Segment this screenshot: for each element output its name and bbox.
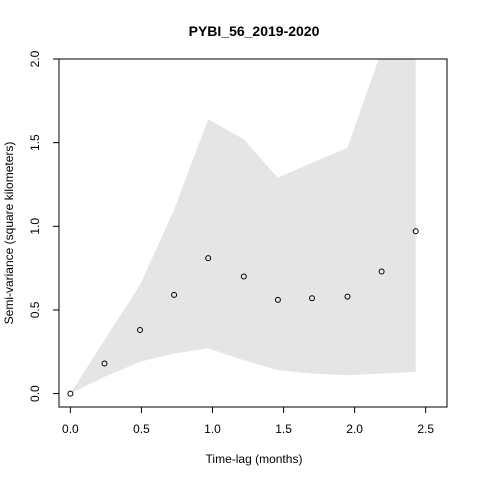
x-tick-label: 0.5 [133,422,150,436]
data-point [67,390,74,397]
x-tick-label: 0.0 [62,422,79,436]
plot-border [58,58,448,408]
x-tick-label: 1.0 [204,422,221,436]
y-tick-label: 1.5 [28,134,42,151]
x-tick-label: 2.5 [417,422,434,436]
y-tick-label: 1.0 [28,218,42,235]
data-point [309,295,315,302]
y-tick-label: 2.0 [28,50,42,67]
chart-title: PYBI_56_2019-2020 [189,23,320,39]
x-axis: 0.0 0.5 1.0 1.5 2.0 2.5 [62,407,434,436]
y-axis: 0.0 0.5 1.0 1.5 2.0 [28,50,59,402]
data-point [240,273,247,280]
envelope-band [70,59,416,394]
data-point [274,296,281,303]
data-point [344,293,351,300]
data-point [171,291,178,298]
data-point [412,228,419,235]
y-axis-label: Semi-variance (square kilometers) [2,142,16,325]
data-point [137,327,143,333]
y-tick-label: 0.5 [28,301,42,318]
y-tick-label: 0.0 [28,385,42,402]
x-tick-label: 1.5 [275,422,292,436]
x-tick-label: 2.0 [346,422,363,436]
data-point [101,360,108,367]
plot-area [67,59,419,397]
data-point [205,255,212,262]
data-point [378,268,385,275]
x-axis-label: Time-lag (months) [206,452,303,466]
